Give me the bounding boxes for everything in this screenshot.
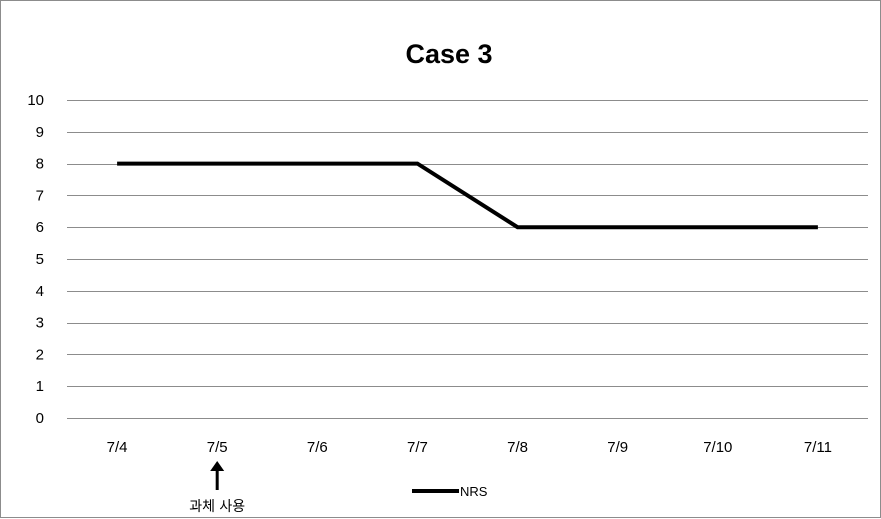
x-tick-label: 7/4: [107, 439, 128, 456]
series-line-nrs: [117, 161, 818, 230]
annotation: 과체 사용: [189, 461, 245, 515]
annotation-label: 과체 사용: [189, 499, 245, 515]
gridlines: [67, 100, 868, 419]
x-tick-label: 7/11: [804, 439, 832, 456]
y-axis-ticks: 0 1 2 3 4 5 6 7 8 9 10: [27, 92, 44, 427]
x-tick-label: 7/6: [307, 439, 328, 456]
series-lines: [117, 161, 818, 230]
y-tick-label: 10: [27, 92, 44, 109]
x-tick-label: 7/7: [407, 439, 428, 456]
chart-title: Case 3: [405, 39, 492, 69]
x-tick-label: 7/5: [207, 439, 228, 456]
x-axis-ticks: 7/4 7/5 7/6 7/7 7/8 7/9 7/10 7/11: [107, 439, 832, 456]
x-tick-label: 7/8: [507, 439, 528, 456]
x-tick-label: 7/9: [607, 439, 628, 456]
y-tick-label: 9: [36, 124, 44, 141]
y-tick-label: 3: [36, 315, 44, 332]
y-tick-label: 1: [36, 378, 44, 395]
y-tick-label: 6: [36, 219, 44, 236]
legend: NRS: [412, 484, 488, 499]
y-tick-label: 5: [36, 251, 44, 268]
y-tick-label: 2: [36, 346, 44, 363]
y-tick-label: 4: [36, 283, 44, 300]
up-arrow-icon: [210, 461, 225, 471]
y-tick-label: 0: [36, 410, 44, 427]
y-tick-label: 7: [36, 187, 44, 204]
legend-label-nrs: NRS: [460, 484, 488, 499]
x-tick-label: 7/10: [703, 439, 732, 456]
y-tick-label: 8: [36, 156, 44, 173]
